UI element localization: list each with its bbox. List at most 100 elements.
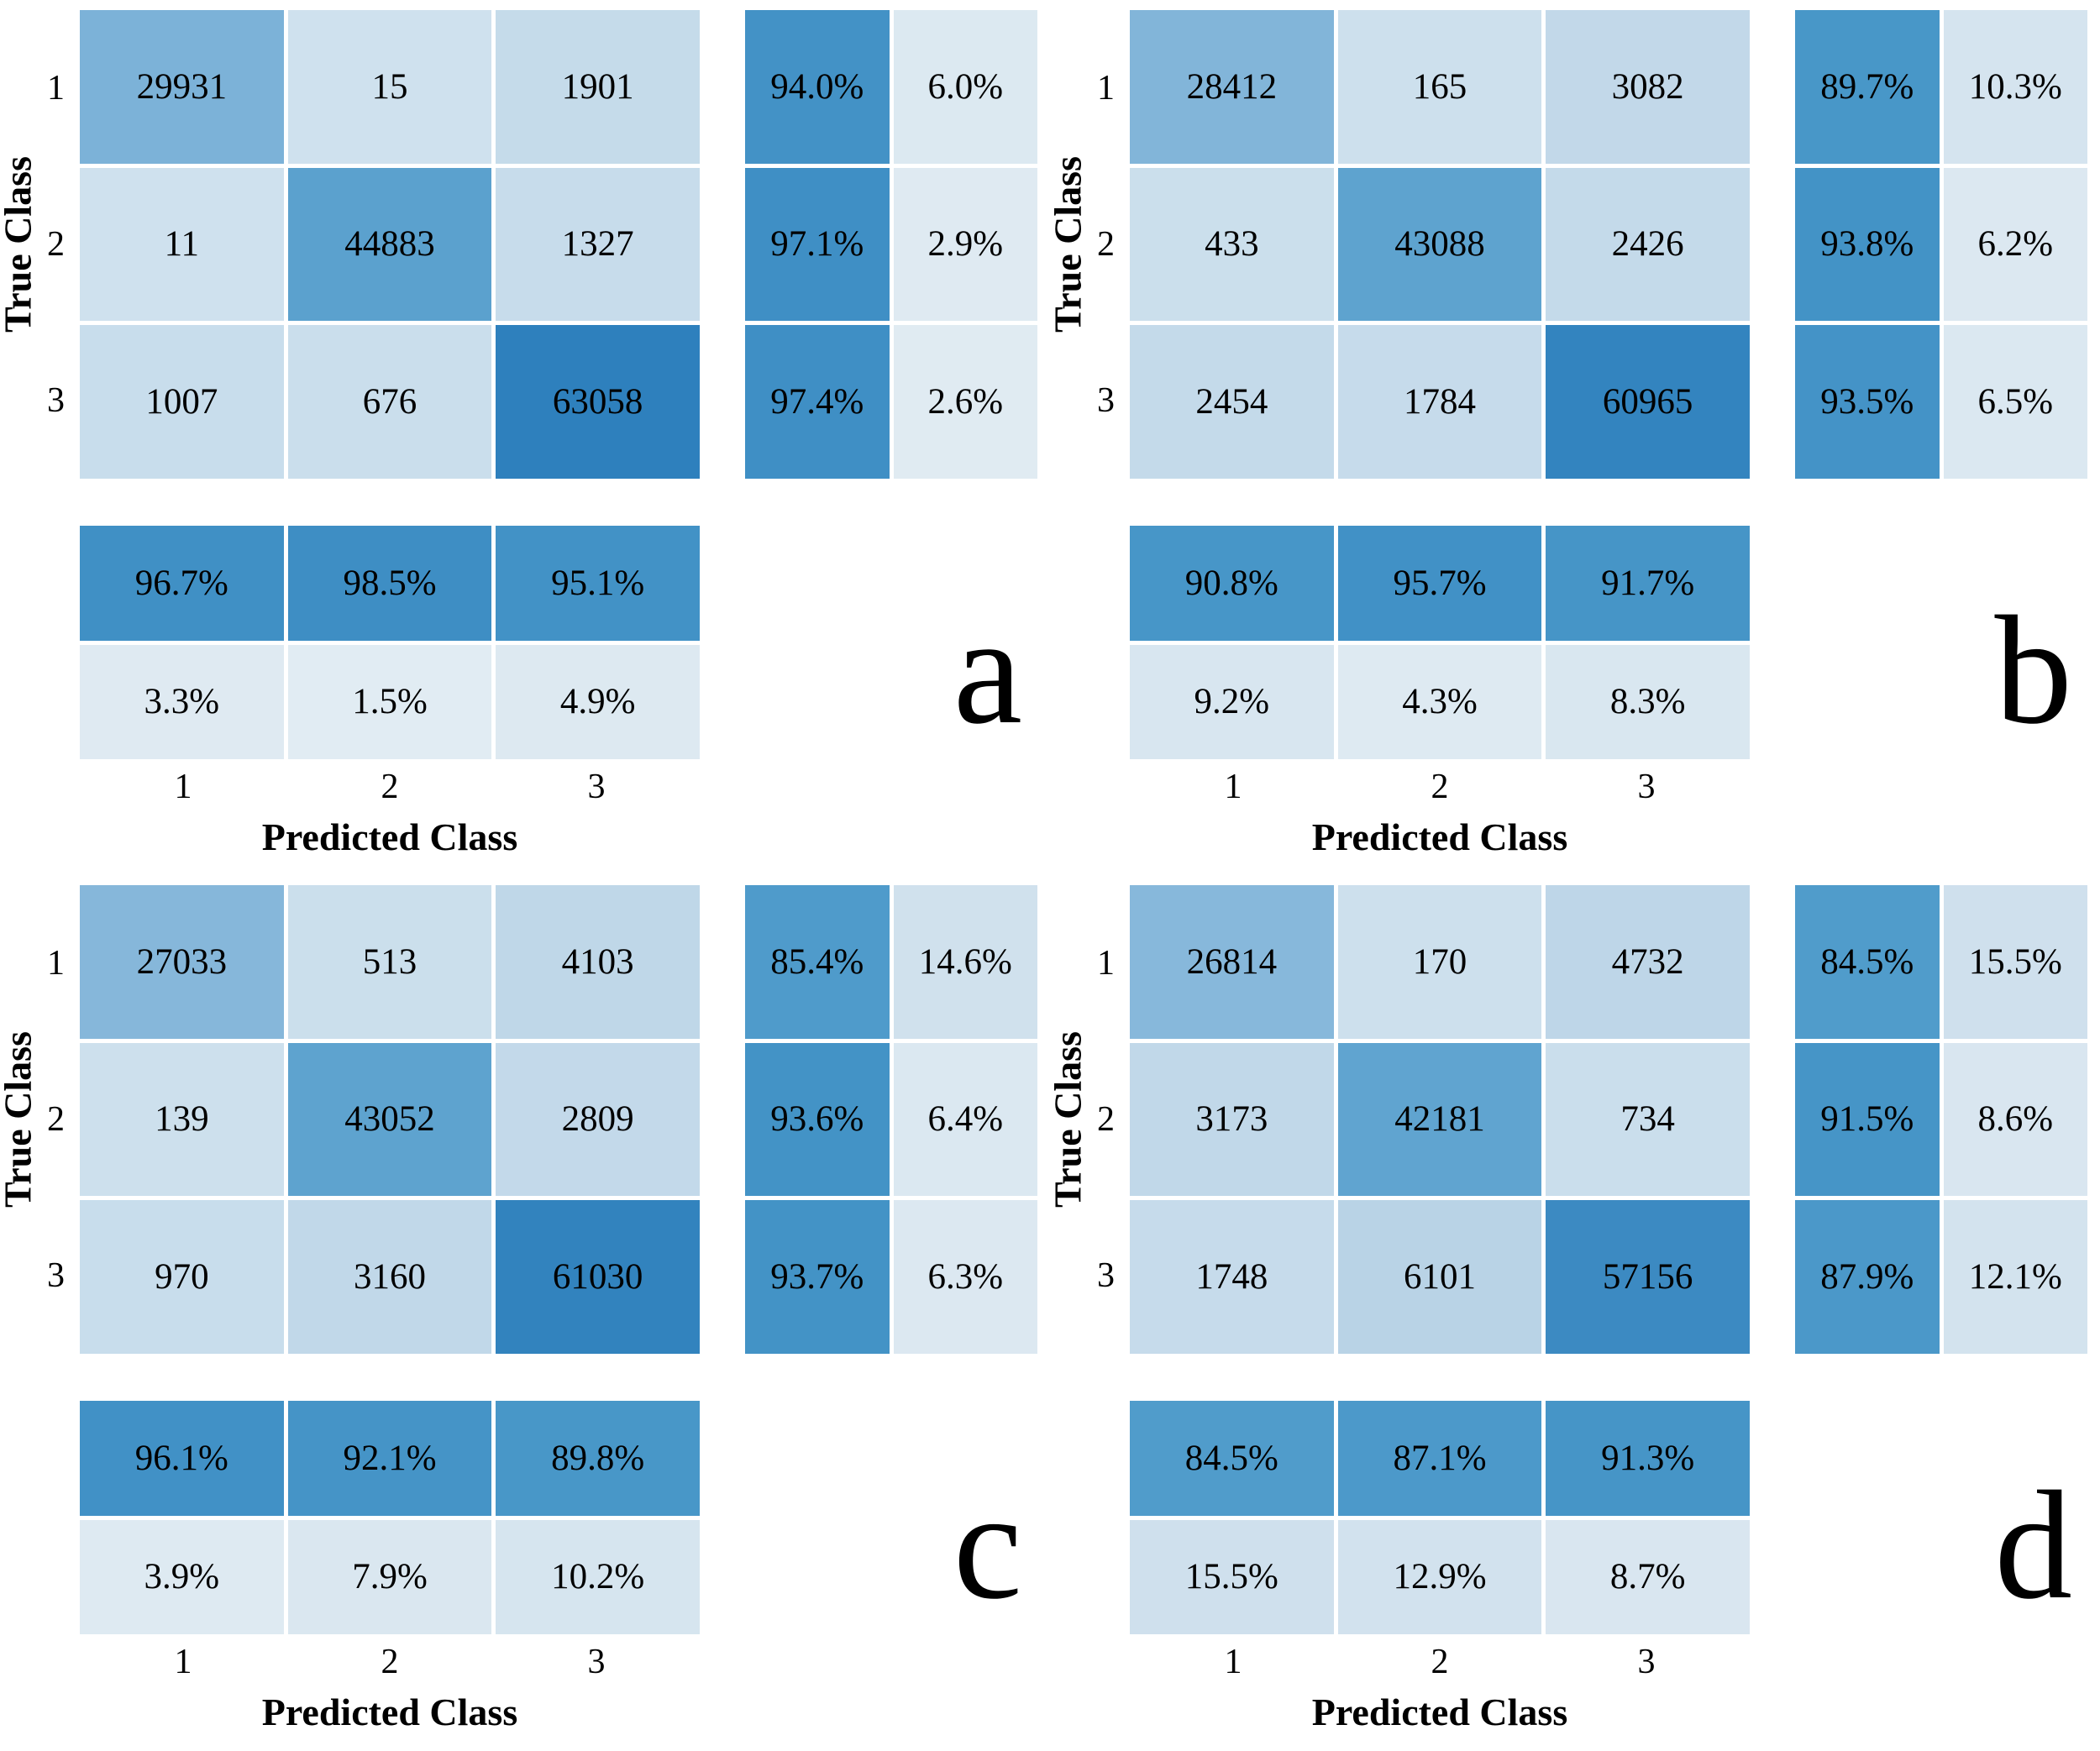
y-tick-label: 2 bbox=[47, 1100, 65, 1139]
row-summary-grid: 84.5% 15.5% 91.5% 8.6% 87.9% 12.1% bbox=[1795, 885, 2087, 1354]
y-tick-labels: 1 2 3 bbox=[35, 885, 80, 1354]
y-tick-label: 1 bbox=[1097, 69, 1115, 107]
row-summary-cell: 15.5% bbox=[1943, 885, 2087, 1039]
y-axis-label: True Class bbox=[1046, 156, 1089, 333]
row-summary-cell: 93.8% bbox=[1795, 167, 1940, 322]
panel-letter: b bbox=[1994, 584, 2073, 757]
column-summary-cell: 91.7% bbox=[1546, 526, 1750, 641]
x-axis-label: Predicted Class bbox=[1311, 815, 1568, 858]
matrix-cell: 2426 bbox=[1546, 167, 1750, 322]
confusion-matrix-grid: 28412 165 3082 433 43088 2426 2454 1784 60965 bbox=[1130, 10, 1750, 479]
column-summary-cell: 9.2% bbox=[1130, 644, 1334, 759]
matrix-cell: 1748 bbox=[1130, 1200, 1334, 1354]
y-tick-label: 2 bbox=[1097, 1100, 1115, 1139]
y-tick-label: 3 bbox=[47, 1256, 65, 1295]
y-axis-label: True Class bbox=[0, 156, 39, 333]
column-summary-cell: 96.7% bbox=[80, 526, 284, 641]
matrix-cell: 2809 bbox=[496, 1042, 700, 1197]
matrix-cell: 15 bbox=[287, 10, 492, 164]
matrix-cell: 1901 bbox=[496, 10, 700, 164]
panel-c: True Class 1 2 3 27033 513 4103 139 43052 2809 9… bbox=[0, 875, 1050, 1751]
row-summary-cell: 93.6% bbox=[745, 1042, 890, 1197]
matrix-cell: 26814 bbox=[1130, 885, 1334, 1039]
row-summary-cell: 93.5% bbox=[1795, 325, 1940, 479]
column-summary-cell: 96.1% bbox=[80, 1401, 284, 1516]
matrix-cell: 44883 bbox=[287, 167, 492, 322]
matrix-cell: 1327 bbox=[496, 167, 700, 322]
matrix-cell: 63058 bbox=[496, 325, 700, 479]
row-summary-cell: 97.4% bbox=[745, 325, 890, 479]
column-summary-cell: 7.9% bbox=[287, 1519, 492, 1634]
x-axis-label: Predicted Class bbox=[261, 1691, 518, 1733]
matrix-cell: 11 bbox=[80, 167, 284, 322]
matrix-cell: 42181 bbox=[1337, 1042, 1542, 1197]
x-tick-label: 3 bbox=[1637, 1643, 1656, 1681]
x-tick-label: 1 bbox=[1224, 768, 1242, 806]
column-summary-cell: 10.2% bbox=[496, 1519, 700, 1634]
matrix-cell: 4103 bbox=[496, 885, 700, 1039]
column-summary-cell: 3.3% bbox=[80, 644, 284, 759]
confusion-matrix-grid: 26814 170 4732 3173 42181 734 1748 6101 57156 bbox=[1130, 885, 1750, 1354]
matrix-cell: 676 bbox=[287, 325, 492, 479]
column-summary-cell: 95.1% bbox=[496, 526, 700, 641]
y-tick-label: 1 bbox=[1097, 944, 1115, 983]
panel-letter: c bbox=[953, 1459, 1022, 1632]
x-tick-labels: 1 2 3 bbox=[80, 1634, 700, 1690]
y-tick-label: 3 bbox=[1097, 381, 1115, 420]
matrix-cell: 1007 bbox=[80, 325, 284, 479]
row-summary-cell: 85.4% bbox=[745, 885, 890, 1039]
y-tick-label: 1 bbox=[47, 69, 65, 107]
matrix-cell: 3082 bbox=[1546, 10, 1750, 164]
column-summary-cell: 91.3% bbox=[1546, 1401, 1750, 1516]
column-summary-cell: 95.7% bbox=[1337, 526, 1542, 641]
row-summary-grid: 89.7% 10.3% 93.8% 6.2% 93.5% 6.5% bbox=[1795, 10, 2087, 479]
panel-letter: a bbox=[953, 584, 1022, 757]
row-summary-cell: 97.1% bbox=[745, 167, 890, 322]
x-tick-label: 2 bbox=[1431, 768, 1449, 806]
matrix-cell: 139 bbox=[80, 1042, 284, 1197]
panel-a: True Class 1 2 3 29931 15 1901 11 44883 1327 100… bbox=[0, 0, 1050, 875]
column-summary-cell: 4.3% bbox=[1337, 644, 1542, 759]
x-tick-labels: 1 2 3 bbox=[1130, 759, 1750, 815]
column-summary-cell: 92.1% bbox=[287, 1401, 492, 1516]
row-summary-cell: 89.7% bbox=[1795, 10, 1940, 164]
row-summary-cell: 14.6% bbox=[893, 885, 1037, 1039]
matrix-cell: 970 bbox=[80, 1200, 284, 1354]
matrix-cell: 513 bbox=[287, 885, 492, 1039]
matrix-cell: 6101 bbox=[1337, 1200, 1542, 1354]
matrix-cell: 61030 bbox=[496, 1200, 700, 1354]
x-tick-label: 3 bbox=[587, 1643, 606, 1681]
column-summary-cell: 8.3% bbox=[1546, 644, 1750, 759]
y-tick-label: 1 bbox=[47, 944, 65, 983]
column-summary-cell: 8.7% bbox=[1546, 1519, 1750, 1634]
row-summary-grid: 94.0% 6.0% 97.1% 2.9% 97.4% 2.6% bbox=[745, 10, 1037, 479]
column-summary-grid: 96.1% 92.1% 89.8% 3.9% 7.9% 10.2% bbox=[80, 1401, 700, 1634]
matrix-cell: 734 bbox=[1546, 1042, 1750, 1197]
row-summary-cell: 94.0% bbox=[745, 10, 890, 164]
row-summary-cell: 6.3% bbox=[893, 1200, 1037, 1354]
row-summary-cell: 6.0% bbox=[893, 10, 1037, 164]
matrix-cell: 43052 bbox=[287, 1042, 492, 1197]
row-summary-cell: 6.4% bbox=[893, 1042, 1037, 1197]
y-tick-labels: 1 2 3 bbox=[1085, 10, 1130, 479]
row-summary-cell: 8.6% bbox=[1943, 1042, 2087, 1197]
matrix-cell: 29931 bbox=[80, 10, 284, 164]
matrix-cell: 2454 bbox=[1130, 325, 1334, 479]
x-tick-label: 3 bbox=[587, 768, 606, 806]
x-tick-label: 2 bbox=[381, 768, 399, 806]
column-summary-cell: 15.5% bbox=[1130, 1519, 1334, 1634]
matrix-cell: 4732 bbox=[1546, 885, 1750, 1039]
column-summary-grid: 84.5% 87.1% 91.3% 15.5% 12.9% 8.7% bbox=[1130, 1401, 1750, 1634]
x-axis-label: Predicted Class bbox=[1311, 1691, 1568, 1733]
y-tick-labels: 1 2 3 bbox=[1085, 885, 1130, 1354]
y-tick-label: 2 bbox=[1097, 225, 1115, 264]
column-summary-cell: 12.9% bbox=[1337, 1519, 1542, 1634]
matrix-cell: 3160 bbox=[287, 1200, 492, 1354]
matrix-cell: 1784 bbox=[1337, 325, 1542, 479]
confusion-matrix-grid: 27033 513 4103 139 43052 2809 970 3160 61030 bbox=[80, 885, 700, 1354]
row-summary-cell: 6.5% bbox=[1943, 325, 2087, 479]
y-axis-label: True Class bbox=[1046, 1031, 1089, 1208]
column-summary-grid: 96.7% 98.5% 95.1% 3.3% 1.5% 4.9% bbox=[80, 526, 700, 759]
row-summary-cell: 2.9% bbox=[893, 167, 1037, 322]
y-tick-label: 3 bbox=[1097, 1256, 1115, 1295]
